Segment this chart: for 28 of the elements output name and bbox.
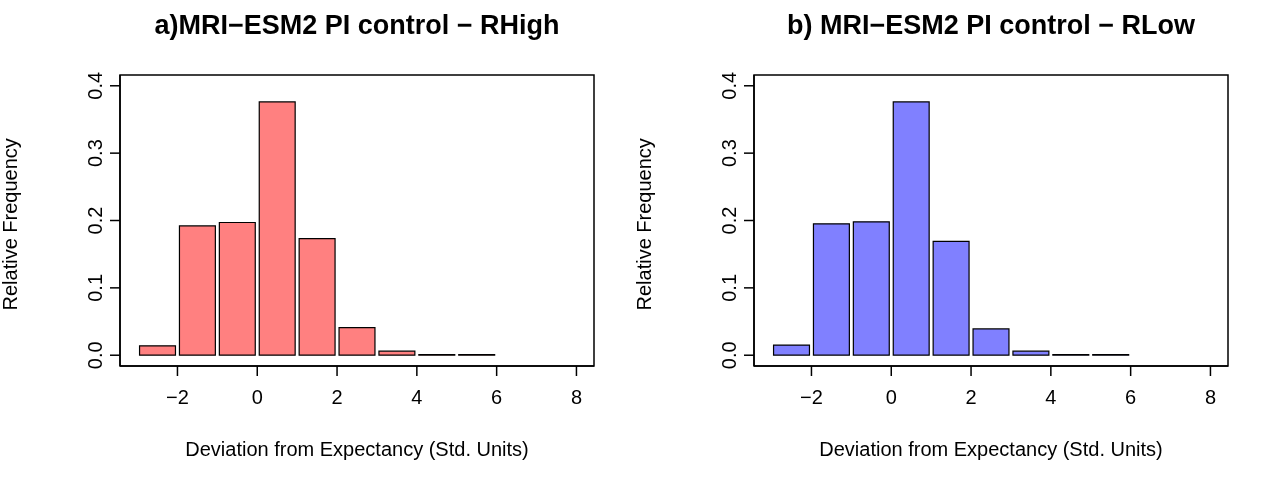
x-tick-label: 0 — [251, 386, 263, 409]
chart-title: a)MRI−ESM2 PI control − RHigh — [153, 9, 561, 42]
y-tick-label: 0.3 — [718, 139, 740, 168]
x-tick-label: 8 — [570, 386, 583, 409]
y-tick-label: 0.2 — [718, 206, 740, 235]
x-tick-label: 8 — [1204, 386, 1217, 409]
y-tick-label: 0.0 — [84, 341, 106, 370]
x-tick-label: 0 — [885, 386, 897, 409]
y-tick-label: 0.1 — [718, 273, 740, 302]
y-axis-title: Relative Frequency — [0, 138, 22, 311]
x-tick-label: 2 — [331, 386, 343, 409]
x-tick-label: 6 — [1125, 386, 1137, 409]
x-tick-label: 4 — [1045, 386, 1057, 409]
y-tick-label: 0.3 — [84, 139, 106, 168]
x-axis-title: Deviation from Expectancy (Std. Units) — [819, 438, 1163, 460]
y-tick-label: 0.2 — [84, 206, 106, 235]
y-tick-label: 0.4 — [718, 71, 740, 100]
x-tick-label: −2 — [800, 386, 823, 409]
x-tick-label: 6 — [491, 386, 503, 409]
chart-title: b) MRI−ESM2 PI control − RLow — [785, 9, 1196, 42]
y-tick-label: 0.4 — [84, 71, 106, 100]
y-tick-label: 0.1 — [84, 273, 106, 302]
x-tick-label: 2 — [965, 386, 977, 409]
x-tick-label: −2 — [166, 386, 189, 409]
y-axis-title: Relative Frequency — [633, 138, 656, 311]
x-tick-label: 4 — [411, 386, 423, 409]
x-axis-title: Deviation from Expectancy (Std. Units) — [185, 438, 529, 460]
y-tick-label: 0.0 — [718, 341, 740, 370]
